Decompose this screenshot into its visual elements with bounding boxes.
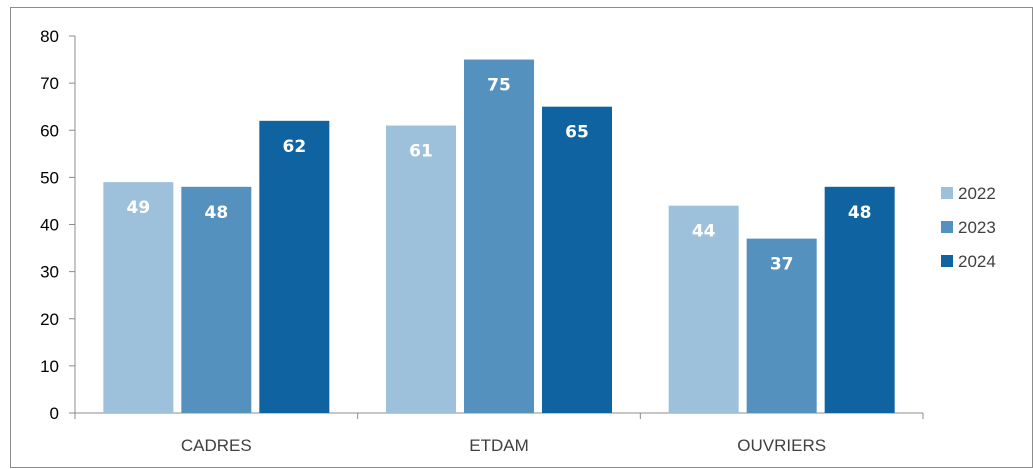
legend-label: 2024 — [958, 252, 996, 271]
x-category-label: CADRES — [181, 436, 252, 455]
bar — [181, 186, 252, 413]
x-category-label: OUVRIERS — [737, 436, 826, 455]
y-tick-label: 60 — [40, 121, 59, 140]
bar — [103, 182, 174, 413]
x-category-label: ETDAM — [469, 436, 529, 455]
chart: 0 10 20 30 40 50 60 70 80 CADRES ETDAM OUVRIERS 49… — [40, 27, 996, 455]
data-label: 62 — [282, 137, 306, 157]
legend-swatch — [941, 221, 953, 233]
data-label: 65 — [565, 123, 589, 143]
bar — [542, 106, 612, 413]
chart-frame: 0 10 20 30 40 50 60 70 80 CADRES ETDAM OUVRIERS 49… — [10, 7, 1033, 468]
data-label: 37 — [770, 255, 794, 275]
legend-label: 2023 — [958, 218, 996, 237]
y-tick-label: 70 — [40, 74, 59, 93]
data-label: 48 — [204, 203, 228, 223]
bar — [746, 238, 817, 413]
bar — [464, 59, 534, 413]
y-tick-label: 30 — [40, 263, 59, 282]
legend-label: 2022 — [958, 184, 996, 203]
data-label: 44 — [692, 222, 716, 242]
data-label: 48 — [848, 203, 872, 223]
data-label: 61 — [409, 142, 433, 162]
data-label: 75 — [487, 76, 511, 96]
y-tick-label: 0 — [50, 404, 59, 423]
legend-swatch — [941, 255, 953, 267]
bars — [103, 59, 895, 413]
bar — [386, 125, 456, 413]
data-labels: 49 48 62 61 75 65 44 37 48 — [126, 76, 871, 275]
y-tick-label: 40 — [40, 216, 59, 235]
x-axis: CADRES ETDAM OUVRIERS — [74, 412, 924, 455]
y-axis: 0 10 20 30 40 50 60 70 80 — [40, 27, 76, 423]
data-label: 49 — [126, 198, 150, 218]
legend-swatch — [941, 187, 953, 199]
bar — [668, 205, 739, 413]
y-tick-label: 20 — [40, 310, 59, 329]
y-tick-label: 80 — [40, 27, 59, 46]
legend: 2022 2023 2024 — [941, 184, 996, 271]
bar — [824, 186, 895, 413]
y-tick-label: 10 — [40, 357, 59, 376]
bar — [259, 120, 330, 413]
y-tick-label: 50 — [40, 168, 59, 187]
